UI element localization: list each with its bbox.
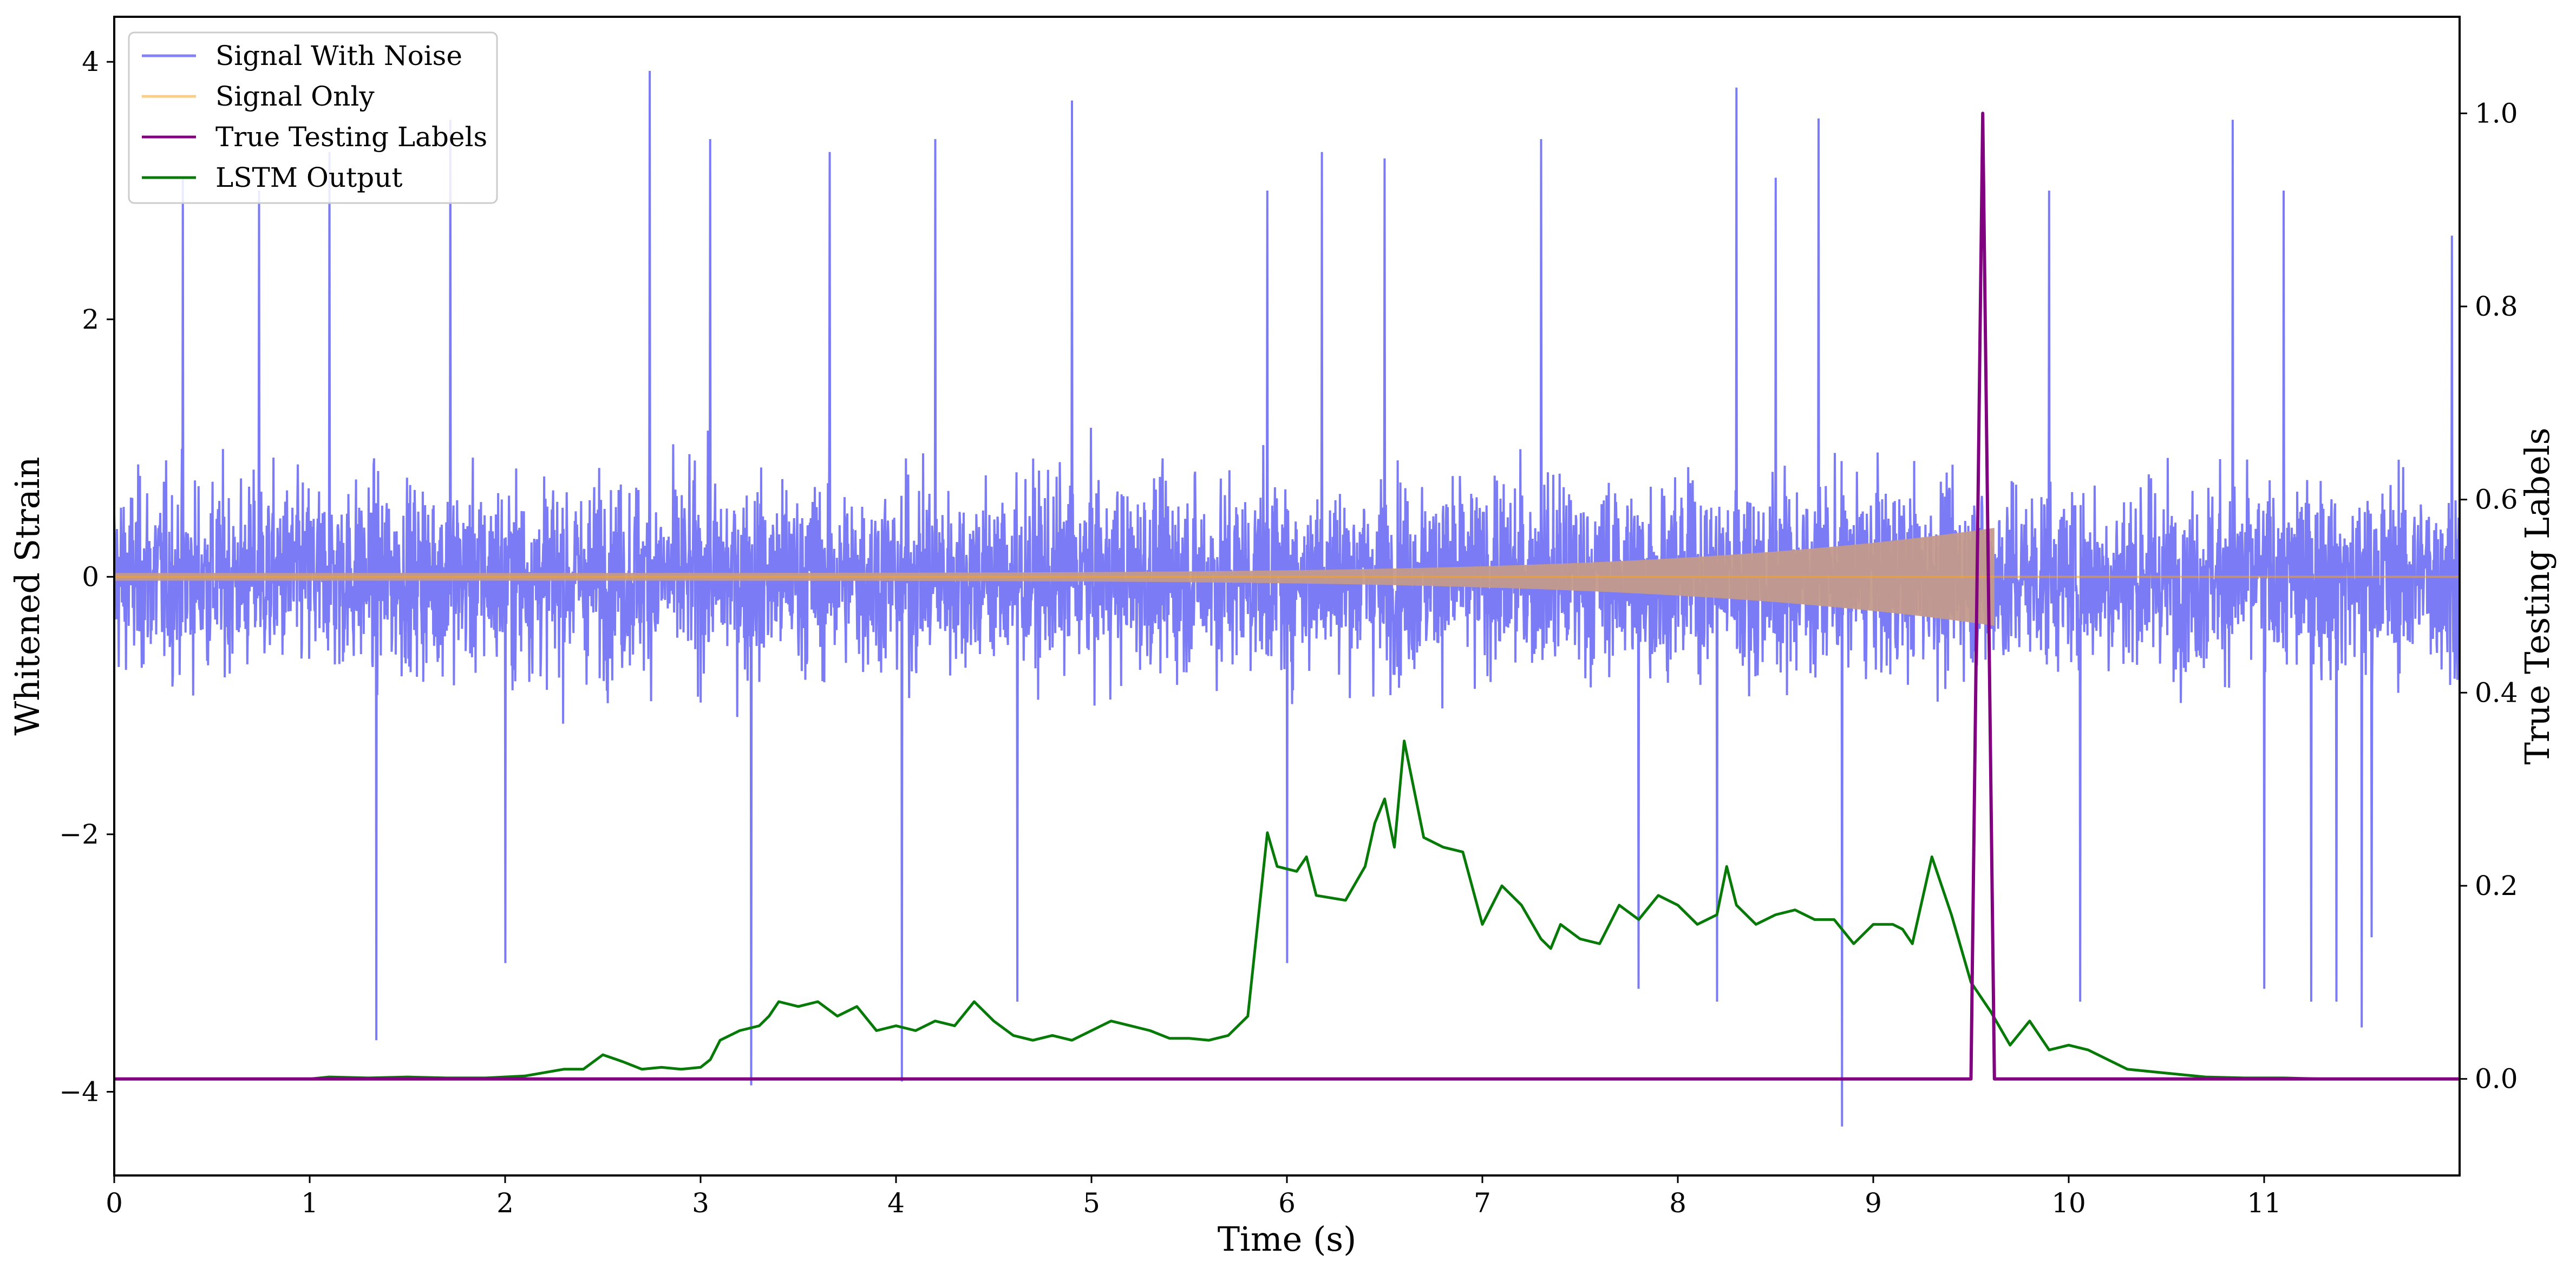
legend-box	[128, 31, 498, 204]
y-left-tick-label: 4	[82, 46, 99, 77]
x-tick-label: 4	[887, 1187, 905, 1219]
x-tick-label: 1	[301, 1187, 318, 1219]
y-right-tick-label: 0.2	[2475, 870, 2518, 901]
y-left-tick-label: 2	[82, 304, 99, 335]
y-right-tick-label: 0.0	[2475, 1063, 2518, 1095]
x-tick-label: 7	[1474, 1187, 1491, 1219]
y-right-tick-label: 0.8	[2475, 291, 2518, 322]
plot-area	[114, 70, 2460, 1127]
legend-label-signal-only: Signal Only	[215, 81, 375, 112]
x-tick-label: 2	[496, 1187, 514, 1219]
x-tick-label: 3	[692, 1187, 709, 1219]
legend-label-lstm-output: LSTM Output	[215, 162, 402, 193]
x-tick-label: 0	[106, 1187, 123, 1219]
legend-label-true-testing-labels: True Testing Labels	[215, 121, 487, 153]
y-right-tick-label: 1.0	[2475, 97, 2518, 129]
x-tick-label: 9	[1865, 1187, 1882, 1219]
x-tick-label: 5	[1083, 1187, 1100, 1219]
legend-label-signal-with-noise: Signal With Noise	[215, 40, 462, 71]
y-axis-left-label: Whitened Strain	[8, 457, 47, 736]
x-tick-label: 10	[2051, 1187, 2086, 1219]
series-lstm-output	[114, 740, 2460, 1081]
series-signal-with-noise	[114, 70, 2460, 1127]
x-tick-label: 6	[1278, 1187, 1296, 1219]
y-left-tick-label: −4	[59, 1076, 99, 1107]
x-tick-label: 8	[1669, 1187, 1686, 1219]
y-right-tick-label: 0.4	[2475, 677, 2518, 708]
series-true-testing-labels	[114, 112, 2460, 1081]
legend: Signal With Noise Signal Only True Testing…	[128, 31, 498, 204]
y-axis-right: 0.0 0.2 0.4 0.6 0.8 1.0	[2460, 97, 2518, 1095]
y-left-tick-label: −2	[59, 819, 99, 850]
x-axis: 0 1 2 3 4 5 6 7 8 9 10 11	[106, 1175, 2281, 1219]
x-tick-label: 11	[2247, 1187, 2281, 1219]
y-axis-left: −4 −2 0 2 4	[59, 46, 114, 1107]
y-left-tick-label: 0	[82, 561, 99, 592]
x-axis-label: Time (s)	[1218, 1219, 1357, 1259]
y-right-tick-label: 0.6	[2475, 484, 2518, 515]
y-axis-right-label: True Testing Labels	[2518, 428, 2557, 765]
